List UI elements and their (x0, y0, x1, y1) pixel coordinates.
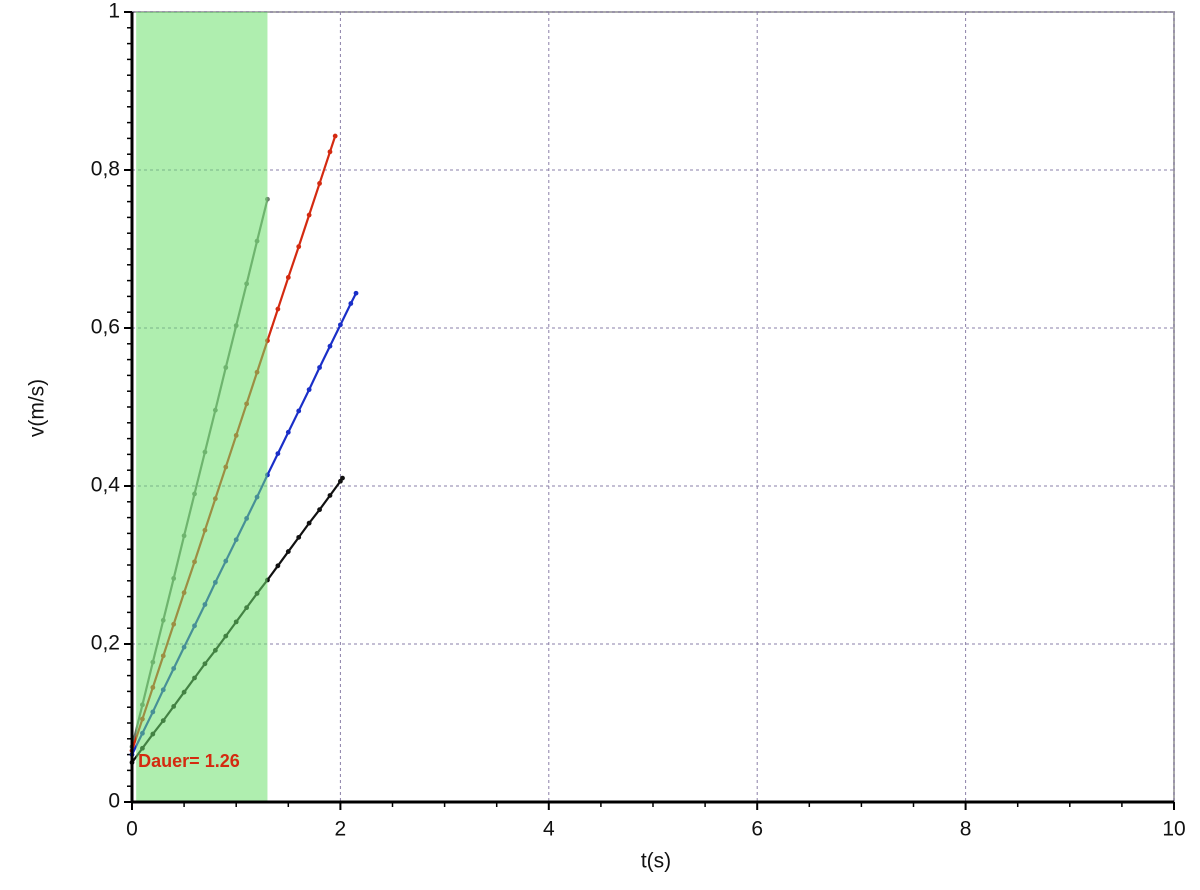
x-tick-label: 0 (126, 818, 138, 841)
x-axis-label: t(s) (641, 850, 671, 873)
x-tick-label: 6 (751, 818, 763, 841)
data-point (317, 181, 322, 186)
data-point (306, 212, 312, 218)
data-point (348, 301, 354, 306)
y-tick-label: 0 (108, 790, 120, 813)
data-point (306, 387, 312, 393)
data-point (285, 429, 291, 435)
data-point (285, 275, 291, 280)
data-point (317, 507, 322, 513)
x-tick-label: 2 (335, 818, 347, 841)
data-point (306, 520, 312, 526)
data-point (332, 133, 338, 139)
y-tick-label: 0,2 (91, 632, 120, 655)
data-point (296, 408, 302, 414)
data-point (353, 290, 359, 296)
data-point (285, 549, 291, 554)
x-tick-label: 4 (543, 818, 555, 841)
x-tick-label: 10 (1162, 818, 1185, 841)
plot-frame (131, 11, 1175, 803)
data-point (296, 534, 302, 540)
y-tick-label: 0,6 (91, 316, 120, 339)
y-tick-label: 0,4 (91, 474, 121, 497)
data-point (327, 343, 333, 349)
data-point (275, 451, 281, 457)
data-point (340, 475, 345, 481)
data-point (327, 493, 333, 498)
data-point (338, 322, 343, 328)
data-point (275, 563, 281, 569)
y-axis-label: v(m/s) (26, 379, 49, 437)
data-point (327, 149, 333, 155)
x-tick-label: 8 (960, 818, 972, 841)
data-point (275, 306, 281, 312)
data-point (317, 365, 322, 370)
data-point (296, 244, 302, 250)
y-tick-label: 1 (108, 0, 120, 23)
highlight-label: Dauer= 1.26 (138, 751, 240, 771)
y-tick-label: 0,8 (91, 158, 120, 181)
highlight-region (136, 12, 268, 802)
